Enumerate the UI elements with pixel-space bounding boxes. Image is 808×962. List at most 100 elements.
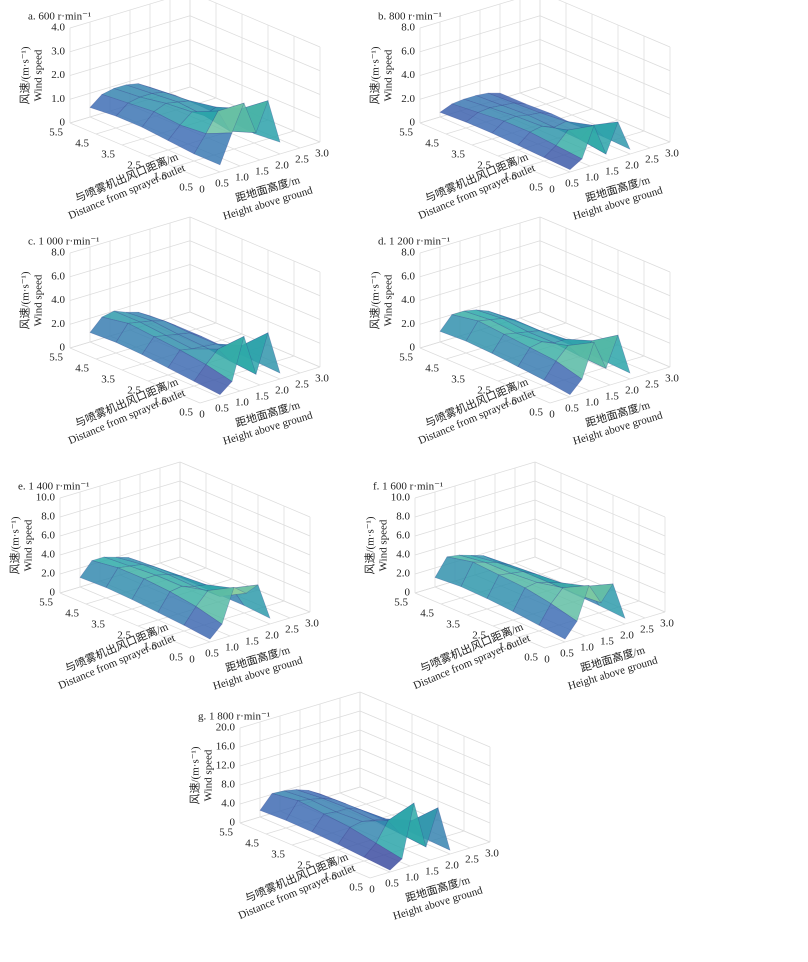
x-tick-label: 4.5: [75, 363, 89, 375]
surface-patch: [543, 145, 583, 170]
panel-title: e. 1 400 r·min⁻¹: [18, 481, 89, 493]
surface-patch: [163, 320, 203, 337]
y-tick-label: 2.0: [275, 385, 289, 397]
floor-grid-line: [419, 122, 551, 179]
panel: 01.02.03.04.00.51.52.53.54.55.50 0.5 1.0 1.…: [19, 0, 329, 223]
y-tick-label: 2.0: [625, 160, 639, 172]
wall-grid-line: [419, 62, 541, 100]
z-tick-label: 1.0: [51, 93, 65, 105]
z-tick-label: 4.0: [221, 798, 235, 810]
x-tick-label: 2.5: [472, 630, 486, 642]
surface-patch: [131, 578, 171, 613]
panel: 02.04.06.08.00.51.52.53.54.55.50 0.5 1.0 1.…: [369, 0, 679, 223]
wall-grid-line: [414, 461, 536, 499]
y-tick-label: 3.0: [665, 373, 679, 385]
z-tick-label: 10.0: [391, 492, 411, 504]
wall-grid-line: [534, 499, 666, 556]
z-axis-label: Wind speed: [23, 519, 35, 571]
z-tick-label: 16.0: [216, 741, 236, 753]
wall-grid-line: [534, 518, 666, 575]
surface-patch: [137, 83, 177, 97]
y-tick-label: 1.0: [405, 872, 419, 884]
x-tick-label: 4.5: [245, 838, 259, 850]
surface-patch: [434, 556, 474, 587]
z-tick-label: 0: [50, 587, 56, 599]
y-tick-label: 0: [199, 184, 205, 196]
z-axis-label: 风速/(m·s⁻¹): [369, 271, 382, 329]
z-tick-label: 2.0: [396, 568, 410, 580]
wall-grid-line: [239, 710, 361, 748]
x-tick-label: 3.5: [271, 849, 285, 861]
y-tick-label: 2.0: [275, 160, 289, 172]
panel-title: c. 1 000 r·min⁻¹: [28, 236, 99, 248]
floor-grid-line: [79, 586, 211, 643]
wall-grid-line: [414, 499, 536, 537]
surface-patch: [529, 125, 569, 146]
z-tick-label: 6.0: [396, 530, 410, 542]
wall-grid-line: [189, 15, 321, 72]
wall-grid-line: [69, 0, 165, 29]
y-tick-label: 0: [549, 409, 555, 421]
surface-patch: [179, 348, 219, 365]
panel: 04.08.012.016.020.00.51.52.53.54.55.50 0.…: [189, 691, 499, 923]
y-tick-label: 1.5: [425, 866, 439, 878]
wall-grid-line: [414, 480, 536, 518]
surface-patch: [375, 802, 415, 860]
floor-grid-line: [434, 586, 566, 643]
wall-grid-line: [179, 499, 311, 556]
wall-grid-line: [189, 264, 321, 320]
x-tick-label: 0.5: [169, 652, 183, 664]
x-tick-label: 1.5: [503, 171, 517, 183]
y-tick-label: 0: [544, 654, 550, 666]
surface-patch: [193, 364, 233, 395]
z-tick-label: 0: [230, 817, 236, 829]
y-tick-label: 3.0: [315, 373, 329, 385]
panel-title: d. 1 200 r·min⁻¹: [378, 236, 450, 248]
y-tick-label: 1.0: [580, 642, 594, 654]
x-tick-label: 3.5: [451, 149, 465, 161]
x-tick-label: 5.5: [399, 352, 413, 364]
z-axis-label: 风速/(m·s⁻¹): [19, 46, 32, 104]
panel: 02.04.06.08.010.00.51.52.53.54.55.50 0.5 1…: [364, 461, 674, 693]
wall-grid-line: [419, 39, 541, 76]
z-tick-label: 4.0: [396, 549, 410, 561]
y-tick-label: 3.0: [305, 618, 319, 630]
z-tick-label: 4.0: [51, 22, 65, 34]
x-tick-label: 2.5: [297, 860, 311, 872]
wall-grid-line: [534, 537, 666, 594]
surface-patch: [183, 606, 223, 640]
wall-grid-line: [419, 15, 541, 53]
wall-grid-line: [179, 556, 311, 613]
surface-patch: [193, 132, 233, 166]
y-tick-label: 2.5: [645, 379, 659, 391]
surface-patch: [307, 789, 347, 805]
x-tick-label: 0.5: [179, 407, 193, 419]
y-tick-label: 2.5: [295, 154, 309, 166]
x-tick-label: 5.5: [39, 597, 53, 609]
y-tick-label: 0.5: [565, 178, 579, 190]
y-tick-label: 2.5: [465, 854, 479, 866]
y-tick-label: 3.0: [660, 618, 674, 630]
z-axis-label: 风速/(m·s⁻¹): [189, 746, 202, 804]
surface-patch: [285, 800, 325, 833]
wall-grid-line: [558, 0, 671, 48]
z-tick-label: 0: [405, 587, 411, 599]
y-tick-label: 1.0: [225, 642, 239, 654]
y-tick-label: 2.0: [625, 385, 639, 397]
wall-grid-line: [539, 240, 671, 297]
panel-title: g. 1 800 r·min⁻¹: [198, 711, 270, 723]
floor-grid-line: [59, 592, 191, 649]
y-tick-label: 0: [199, 409, 205, 421]
z-axis-label: Wind speed: [378, 519, 390, 571]
y-tick-label: 1.0: [235, 172, 249, 184]
z-tick-label: 8.0: [401, 247, 415, 259]
z-tick-label: 6.0: [401, 270, 415, 282]
z-tick-label: 6.0: [401, 45, 415, 57]
x-tick-label: 4.5: [420, 608, 434, 620]
y-tick-label: 2.5: [645, 154, 659, 166]
y-tick-label: 0.5: [560, 648, 574, 660]
y-tick-label: 1.5: [255, 166, 269, 178]
panel-title: a. 600 r·min⁻¹: [28, 11, 91, 23]
x-tick-label: 2.5: [477, 160, 491, 172]
x-tick-label: 0.5: [529, 182, 543, 194]
